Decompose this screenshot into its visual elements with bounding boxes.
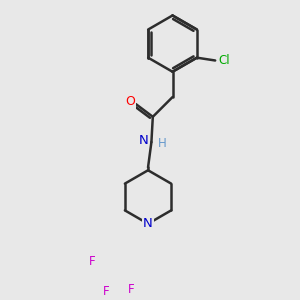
Text: H: H bbox=[158, 137, 167, 150]
Text: O: O bbox=[125, 95, 135, 108]
Text: F: F bbox=[103, 285, 110, 298]
Text: F: F bbox=[89, 255, 96, 268]
Text: F: F bbox=[128, 284, 134, 296]
Text: Cl: Cl bbox=[218, 54, 230, 67]
Text: N: N bbox=[143, 217, 153, 230]
Text: N: N bbox=[139, 134, 148, 147]
